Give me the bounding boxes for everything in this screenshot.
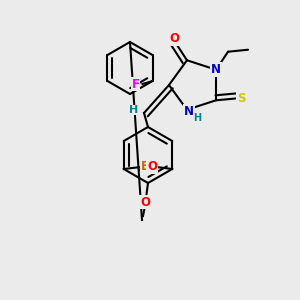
Text: N: N: [184, 105, 194, 118]
Text: O: O: [140, 196, 150, 208]
Text: N: N: [211, 63, 221, 76]
Text: H: H: [193, 113, 201, 123]
Text: O: O: [169, 32, 179, 45]
Text: O: O: [147, 160, 157, 173]
Text: F: F: [131, 77, 140, 91]
Text: S: S: [237, 92, 245, 105]
Text: Br: Br: [141, 160, 156, 173]
Text: H: H: [129, 105, 139, 115]
